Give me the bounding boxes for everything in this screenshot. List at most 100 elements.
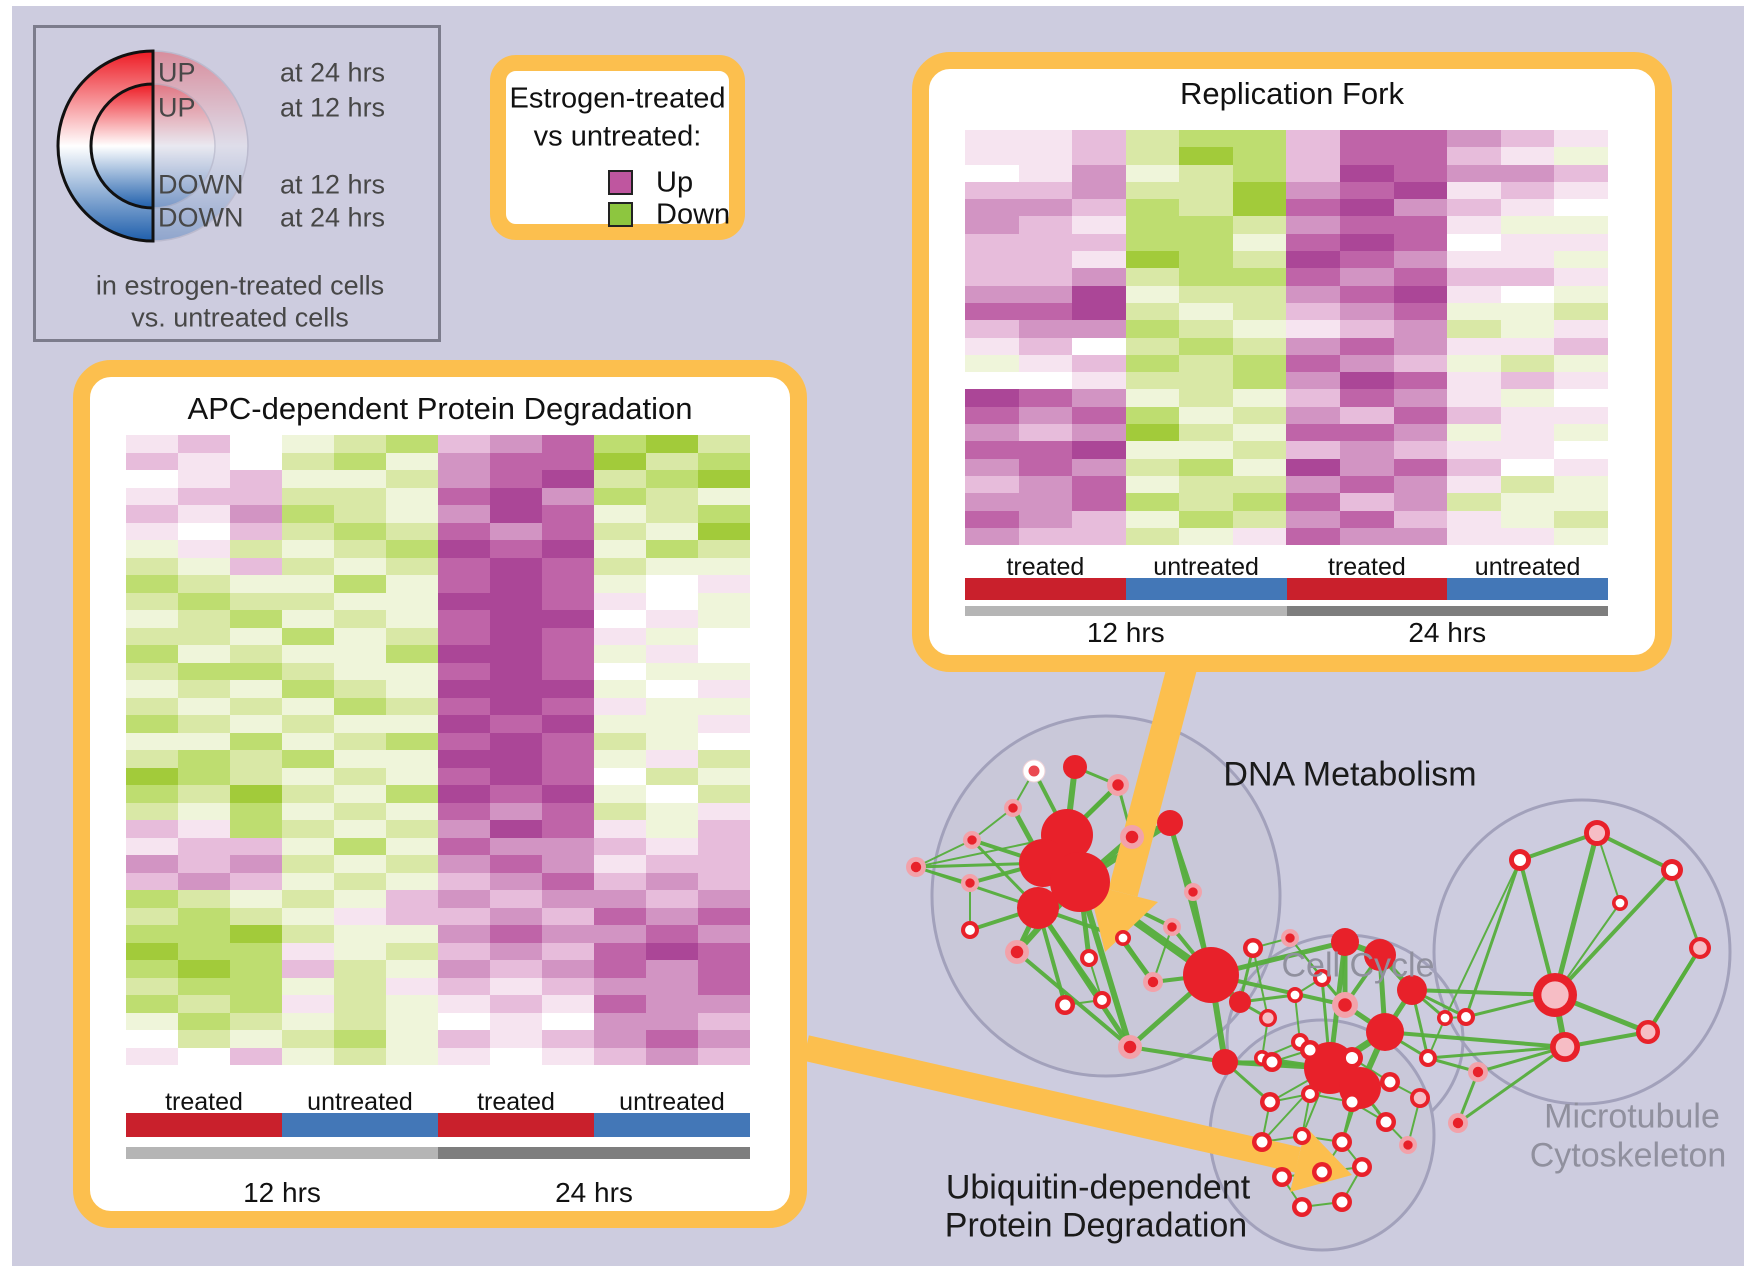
heatmap-cell: [490, 785, 542, 803]
heatmap-cell: [646, 522, 698, 540]
apc-panel-title: APC-dependent Protein Degradation: [187, 391, 693, 426]
heatmap-cell: [178, 592, 230, 610]
heatmap-cell: [1232, 372, 1287, 390]
heatmap-cell: [386, 960, 438, 978]
heatmap-cell: [490, 505, 542, 523]
apc-group-labels: treated untreated treated untreated: [126, 1088, 750, 1116]
heatmap-row: [126, 487, 750, 505]
heatmap-cell: [334, 802, 386, 820]
heatmap-cell: [1179, 147, 1233, 165]
heatmap-cell: [1500, 181, 1555, 200]
heatmap-cell: [386, 977, 438, 995]
heatmap-cell: [282, 680, 334, 698]
heatmap-row: [126, 925, 750, 943]
heatmap-row: [965, 164, 1608, 182]
heatmap-row: [965, 372, 1608, 390]
heatmap-cell: [698, 592, 750, 610]
heatmap-cell: [1340, 233, 1394, 252]
heatmap-row: [965, 406, 1608, 425]
heatmap-cell: [282, 960, 334, 978]
heatmap-cell: [698, 452, 750, 470]
legend-up-12-dir: UP: [158, 92, 196, 123]
heatmap-cell: [965, 510, 1019, 528]
heatmap-cell: [1179, 372, 1233, 390]
network-node-core: [1472, 1066, 1484, 1078]
heatmap-cell: [1232, 475, 1287, 494]
heatmap-cell: [1340, 320, 1394, 338]
heatmap-cell: [1179, 130, 1233, 148]
heatmap-row: [965, 181, 1608, 200]
heatmap-cell: [1447, 458, 1501, 476]
estrogen-title-line1: Estrogen-treated: [509, 82, 726, 115]
heatmap-cell: [698, 872, 750, 890]
heatmap-cell: [230, 645, 282, 663]
network-node-core: [1336, 1136, 1348, 1148]
heatmap-cell: [490, 1030, 542, 1048]
heatmap-cell: [1018, 164, 1073, 182]
heatmap-cell: [282, 487, 334, 505]
heatmap-cell: [126, 855, 178, 873]
heatmap-cell: [282, 1030, 334, 1048]
heatmap-cell: [178, 610, 230, 628]
heatmap-cell: [1286, 406, 1341, 425]
heatmap-cell: [965, 164, 1019, 182]
heatmap-cell: [386, 435, 438, 453]
heatmap-cell: [542, 785, 594, 803]
heatmap-cell: [282, 820, 334, 838]
heatmap-cell: [126, 645, 178, 663]
heatmap-cell: [230, 715, 282, 733]
heatmap-cell: [646, 942, 698, 960]
heatmap-cell: [594, 715, 646, 733]
heatmap-cell: [594, 627, 646, 645]
heatmap-cell: [438, 995, 490, 1013]
network-node-core: [1640, 1024, 1656, 1040]
heatmap-cell: [1125, 130, 1180, 148]
heatmap-cell: [334, 820, 386, 838]
heatmap-cell: [594, 1047, 646, 1065]
heatmap-cell: [1500, 216, 1555, 234]
heatmap-cell: [698, 977, 750, 995]
heatmap-cell: [542, 1030, 594, 1048]
heatmap-cell: [1018, 406, 1073, 425]
heatmap-cell: [1072, 441, 1126, 459]
heatmap-cell: [965, 302, 1019, 321]
heatmap-cell: [126, 732, 178, 750]
heatmap-cell: [334, 627, 386, 645]
heatmap-cell: [438, 610, 490, 628]
heatmap-cell: [1340, 475, 1394, 494]
heatmap-cell: [126, 505, 178, 523]
heatmap-cell: [230, 767, 282, 785]
heatmap-cell: [386, 715, 438, 733]
heatmap-cell: [126, 1047, 178, 1065]
heatmap-cell: [490, 872, 542, 890]
legend-up-12-time: at 12 hrs: [280, 92, 386, 123]
network-edge: [1552, 830, 1600, 998]
heatmap-cell: [1018, 302, 1073, 321]
apc-group-label-3: treated: [477, 1088, 555, 1116]
heatmap-cell: [594, 732, 646, 750]
rf-heatmap: [965, 130, 1608, 546]
heatmap-cell: [1018, 268, 1073, 286]
network-node: [1366, 1013, 1404, 1051]
heatmap-cell: [490, 540, 542, 558]
rf-group-label-4: untreated: [1474, 553, 1581, 581]
heatmap-cell: [1393, 285, 1448, 303]
heatmap-cell: [282, 872, 334, 890]
heatmap-cell: [594, 872, 646, 890]
heatmap-cell: [178, 522, 230, 540]
heatmap-cell: [1125, 510, 1180, 528]
heatmap-cell: [438, 820, 490, 838]
heatmap-cell: [438, 452, 490, 470]
heatmap-cell: [594, 960, 646, 978]
heatmap-cell: [490, 645, 542, 663]
heatmap-cell: [1232, 354, 1287, 373]
network-node-core: [967, 835, 977, 845]
heatmap-cell: [490, 575, 542, 593]
heatmap-cell: [1232, 320, 1287, 338]
heatmap-cell: [1125, 147, 1180, 165]
heatmap-cell: [1447, 320, 1501, 338]
heatmap-cell: [230, 610, 282, 628]
heatmap-cell: [1554, 181, 1608, 200]
heatmap-cell: [334, 662, 386, 680]
heatmap-cell: [646, 592, 698, 610]
